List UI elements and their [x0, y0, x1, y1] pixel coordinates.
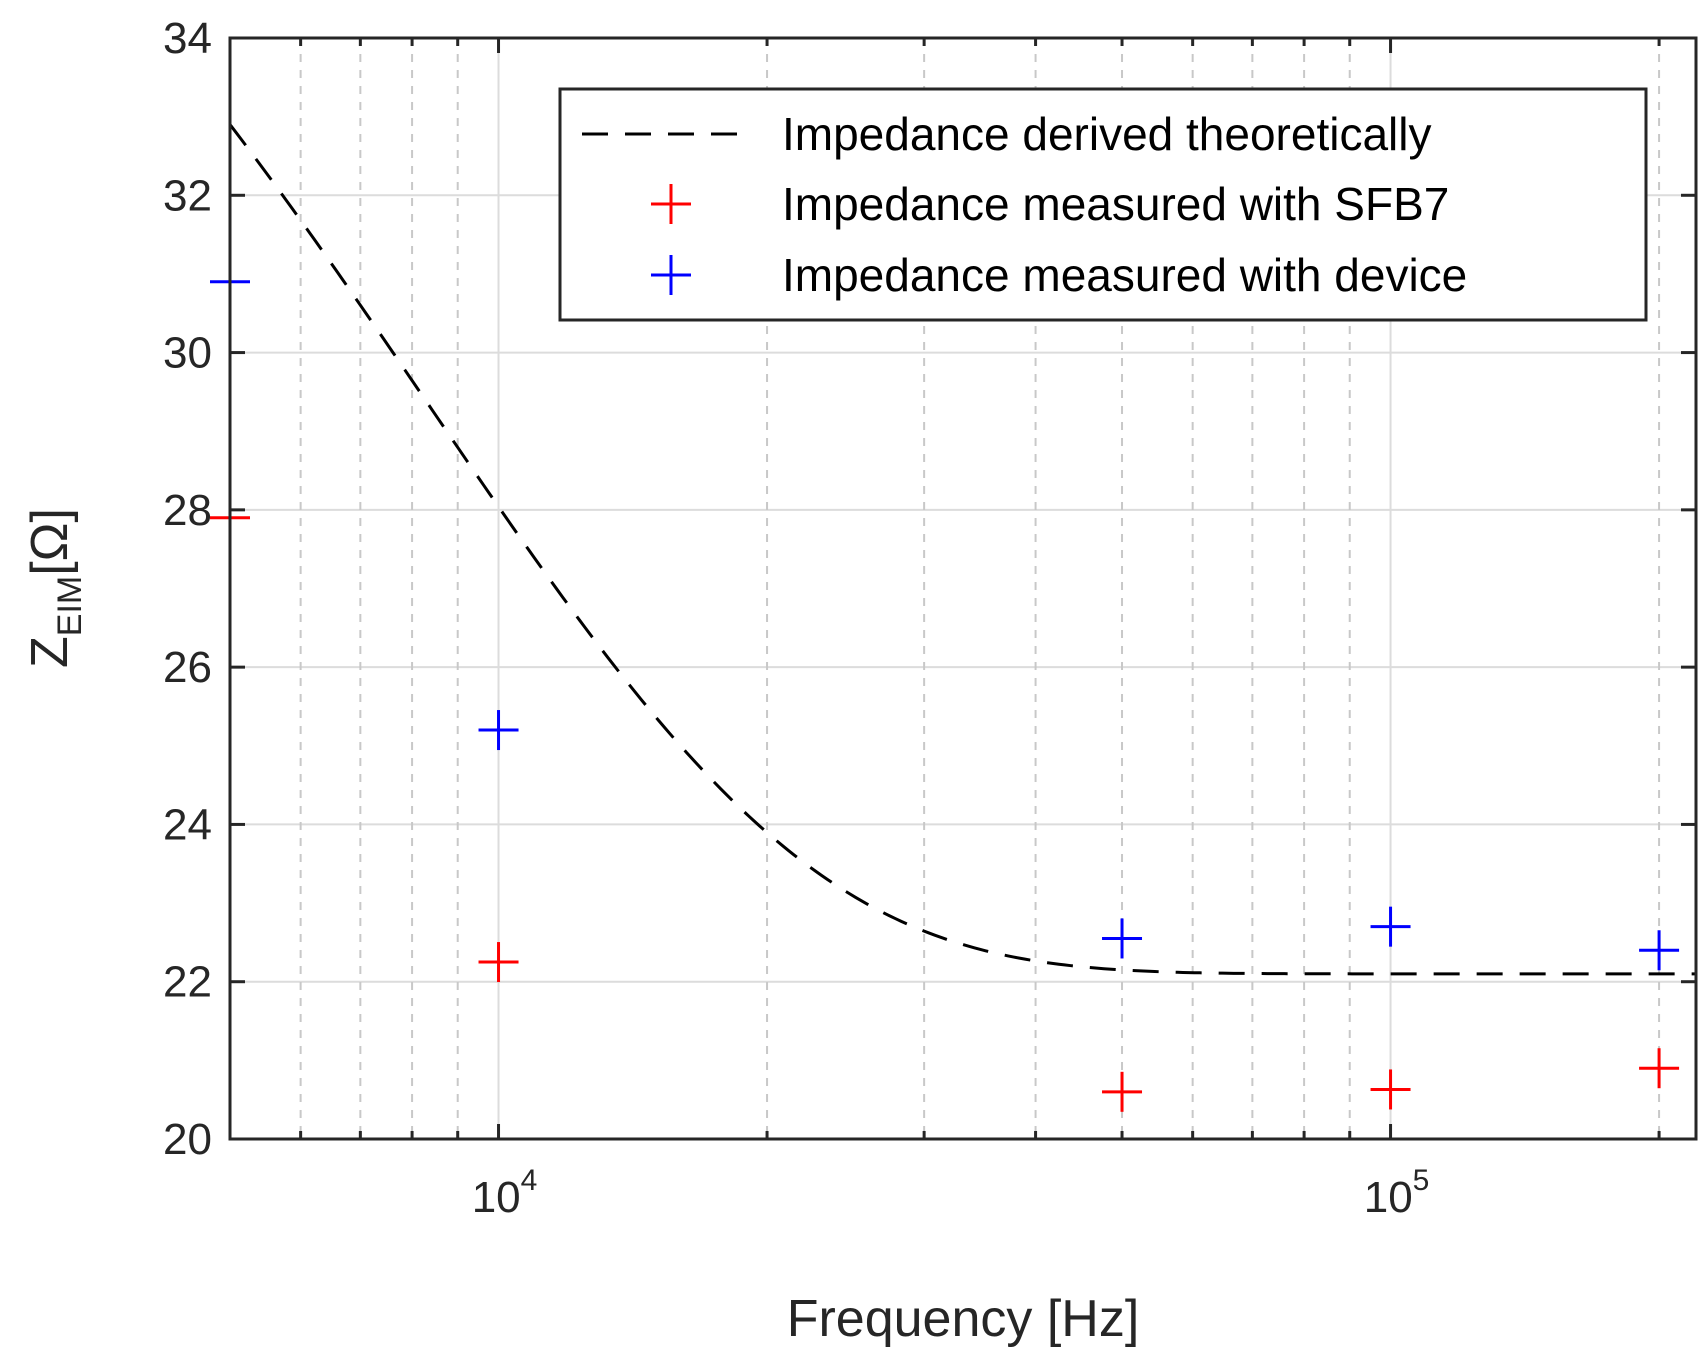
legend-box — [558, 87, 1648, 322]
x-axis-ticks: 104 105 — [299, 38, 1661, 1222]
grid — [230, 38, 1696, 1139]
legend-theory-label: Impedance derived theoretically — [782, 108, 1431, 160]
legend-device-marker-icon — [651, 255, 691, 295]
y-tick-label: 32 — [163, 171, 212, 220]
legend: Impedance derived theoretically Impedanc… — [558, 87, 1648, 322]
legend-sfb7-label: Impedance measured with SFB7 — [782, 178, 1449, 230]
y-tick-label: 20 — [163, 1115, 212, 1164]
y-axis-title-main: Z — [21, 636, 79, 668]
y-tick-label: 24 — [163, 800, 212, 849]
theory-curve-layer — [228, 123, 1696, 976]
sfb7-marker — [1639, 1048, 1680, 1089]
theory-curve — [228, 123, 1696, 976]
device-marker — [478, 710, 519, 751]
y-tick-label: 26 — [163, 643, 212, 692]
y-axis-title: ZEIM[Ω] — [21, 508, 89, 668]
legend-device-label: Impedance measured with device — [782, 249, 1467, 301]
y-axis-title-subscript: EIM — [51, 576, 89, 636]
y-axis-title-unit: [Ω] — [21, 508, 79, 576]
device-marker — [1370, 906, 1411, 947]
x-tick-label: 104 — [472, 1164, 538, 1222]
device-marker — [1102, 918, 1143, 959]
legend-sfb7-marker-icon — [651, 184, 691, 224]
sfb7-marker — [478, 942, 519, 983]
device-marker — [1639, 930, 1680, 971]
y-tick-label: 22 — [163, 958, 212, 1007]
y-tick-label: 34 — [163, 14, 212, 63]
y-axis-ticks: 20 22 24 26 28 30 32 34 — [163, 14, 1696, 1164]
plot-frame — [228, 36, 1698, 1141]
sfb7-marker — [1370, 1069, 1411, 1110]
x-axis-title: Frequency [Hz] — [787, 1290, 1140, 1348]
y-tick-label: 28 — [163, 486, 212, 535]
x-tick-label: 105 — [1364, 1164, 1430, 1222]
sfb7-marker — [1102, 1071, 1143, 1112]
y-tick-label: 30 — [163, 329, 212, 378]
